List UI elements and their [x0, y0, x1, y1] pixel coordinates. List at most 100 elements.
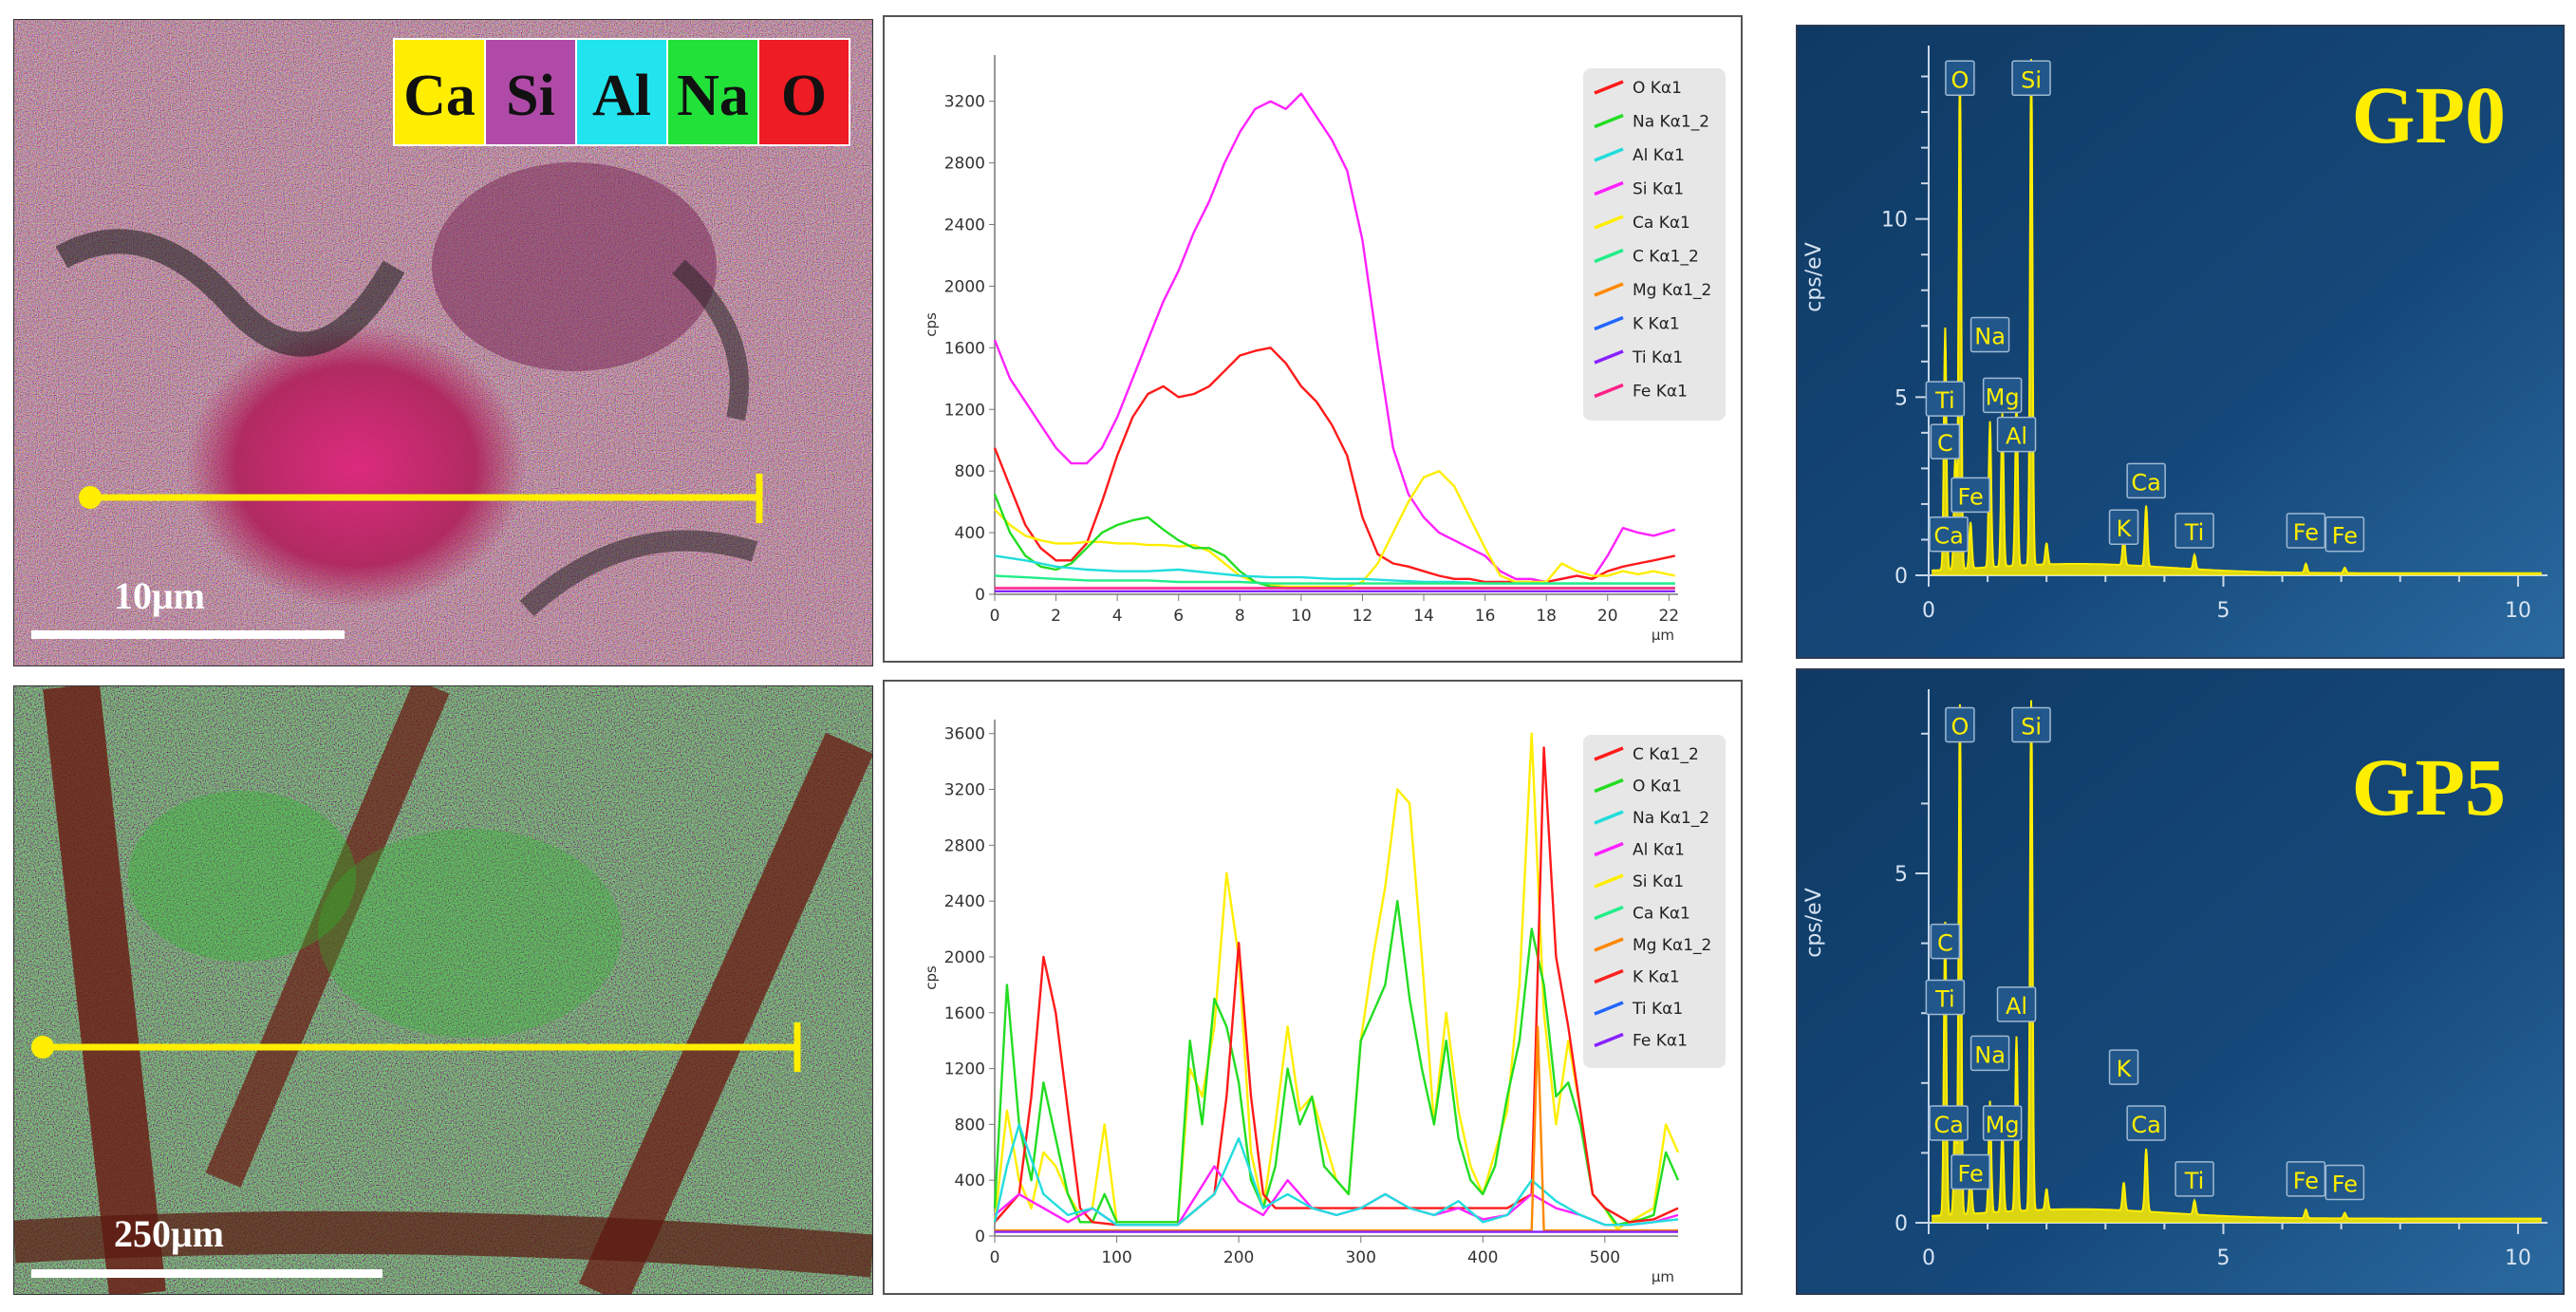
elemental-map-bottom: 250μm	[13, 685, 873, 1295]
line-scan-chart-bottom-svg: 0 400 800 1200 1600 2000 2400 2800 3200 3600 0 100 2…	[923, 720, 1726, 1285]
peak-label-box	[2126, 1105, 2166, 1141]
y-tick-label: 400	[955, 524, 985, 543]
peak-label: C	[1937, 930, 1953, 957]
legend-swatch	[1594, 937, 1624, 952]
legend-swatch	[1594, 383, 1624, 399]
series-si-k-1	[993, 92, 1676, 584]
key-swatch-si	[484, 38, 577, 146]
spectrum-title: GP0	[2352, 69, 2506, 160]
y-tick-label: 3200	[944, 781, 985, 800]
x-tick-label: 16	[1475, 607, 1496, 626]
y-tick-label: 1600	[944, 339, 985, 358]
legend-entry: Ti Kα1	[1632, 1000, 1683, 1019]
x-tick-label: 10	[2505, 599, 2531, 623]
peak-label-box	[1945, 60, 1975, 97]
spectrum-background	[1798, 27, 2563, 657]
peak-label: Si	[2021, 713, 2042, 740]
y-tick-label: 2000	[944, 277, 985, 296]
peak-label-box	[1951, 477, 1990, 514]
peak-label-box	[1969, 1035, 2010, 1072]
peak-label: Si	[2021, 66, 2042, 93]
legend-swatch	[1594, 248, 1624, 264]
x-tick-label: 200	[1223, 1248, 1254, 1267]
peak-label: C	[1937, 430, 1953, 457]
legend-swatch	[1594, 1032, 1624, 1048]
peak-label: Fe	[2293, 519, 2319, 546]
spectrum-title: GP5	[2352, 741, 2506, 833]
legend-swatch	[1594, 778, 1624, 794]
line-scan-start-marker	[79, 486, 102, 509]
legend-swatch	[1594, 80, 1624, 95]
peak-label-box	[1969, 316, 2010, 353]
key-label-si: Si	[506, 64, 555, 128]
y-tick-label: 800	[955, 462, 985, 481]
key-swatch-o	[757, 38, 850, 146]
legend-entry: Ca Kα1	[1633, 905, 1690, 924]
legend-box	[1583, 735, 1726, 1068]
peak-label-box	[2175, 1161, 2214, 1197]
peak-label-box	[2175, 513, 2214, 549]
elemental-map-top-image: 10μm Ca Si Al Na O	[14, 20, 872, 665]
y-tick-label: 3200	[944, 93, 985, 112]
peak-label: Fe	[2293, 1168, 2319, 1194]
x-tick-label: 0	[990, 607, 1000, 626]
legend-entry: O Kα1	[1633, 778, 1682, 797]
peak-label-box	[1951, 1153, 1990, 1190]
peak-label: Fe	[1957, 1160, 1983, 1187]
x-axis-unit: μm	[1652, 627, 1674, 644]
legend-swatch	[1594, 746, 1624, 761]
y-axis-label: cps/eV	[1802, 888, 1826, 958]
peak-label-box	[1930, 923, 1961, 960]
y-axis-label: cps/eV	[1802, 242, 1826, 312]
scale-bar-label: 10μm	[114, 574, 205, 617]
legend-swatch	[1594, 315, 1624, 331]
legend-entry: K Kα1	[1633, 315, 1680, 334]
y-axis-label: cps	[923, 312, 940, 337]
legend-swatch	[1594, 841, 1624, 857]
legend-entry: Al Kα1	[1633, 146, 1685, 165]
legend-entry: Si Kα1	[1633, 872, 1684, 891]
legend-entry: Si Kα1	[1633, 180, 1684, 199]
elemental-map-top: 10μm Ca Si Al Na O	[13, 19, 873, 666]
peak-label-box	[2324, 515, 2365, 553]
peak-label-box	[1925, 381, 1966, 417]
peak-label-box	[1929, 515, 1969, 553]
y-tick-label: 1200	[944, 401, 985, 420]
legend-swatch	[1594, 282, 1624, 297]
peak-label-box	[2286, 1161, 2326, 1197]
legend-swatch	[1594, 180, 1624, 197]
peak-label: Ca	[1933, 523, 1963, 550]
key-label-ca: Ca	[403, 64, 476, 128]
peak-label: Ca	[1933, 1112, 1963, 1138]
legend-swatch	[1594, 873, 1624, 889]
y-tick-label: 5	[1895, 386, 1908, 410]
x-tick-label: 22	[1658, 607, 1679, 626]
series-o-k-1	[993, 899, 1680, 1227]
legend-swatch	[1594, 215, 1624, 230]
legend-entry: Na Kα1_2	[1633, 809, 1709, 828]
peak-label: Fe	[2332, 1171, 2358, 1198]
y-axis-label: cps	[923, 965, 940, 990]
element-color-key: Ca Si Al Na O	[393, 38, 850, 146]
legend-swatch	[1594, 905, 1624, 921]
peak-label: Na	[1974, 324, 2006, 350]
series-si-k-1	[993, 732, 1680, 1230]
peak-label-box	[2108, 509, 2139, 545]
peak-label: Ca	[2131, 469, 2160, 496]
y-tick-label: 1600	[944, 1004, 985, 1023]
key-label-na: Na	[677, 64, 749, 128]
legend-box	[1583, 68, 1726, 421]
x-tick-label: 12	[1353, 607, 1373, 626]
legend-entry: Al Kα1	[1633, 841, 1685, 860]
line-scan-chart-bottom: 0 400 800 1200 1600 2000 2400 2800 3200 3600 0 100 2…	[883, 680, 1743, 1295]
elemental-map-bottom-image: 250μm	[14, 686, 872, 1294]
x-tick-label: 10	[1291, 607, 1312, 626]
x-tick-label: 5	[2216, 599, 2230, 623]
legend-swatch	[1594, 810, 1624, 825]
y-tick-label: 2400	[944, 216, 985, 235]
peak-label: Fe	[2332, 523, 2358, 550]
peak-label: Ti	[2184, 519, 2205, 546]
y-tick-label: 2000	[944, 948, 985, 967]
eds-spectrum-gp0-svg: 0 5 10 0 5 10 cps/eV O Si Na Ti Mg C Al Fe Ca Ca K Ti Fe Fe G…	[1798, 27, 2563, 657]
x-tick-label: 14	[1413, 607, 1434, 626]
